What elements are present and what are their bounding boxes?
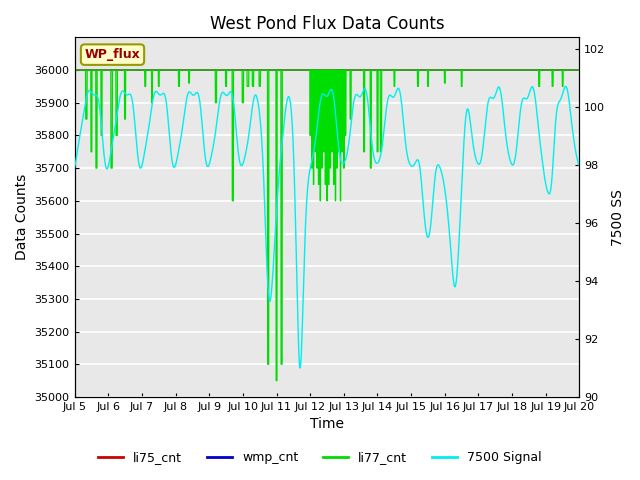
X-axis label: Time: Time	[310, 418, 344, 432]
Text: WP_flux: WP_flux	[84, 48, 140, 61]
Y-axis label: Data Counts: Data Counts	[15, 174, 29, 260]
Title: West Pond Flux Data Counts: West Pond Flux Data Counts	[210, 15, 444, 33]
Legend: li75_cnt, wmp_cnt, li77_cnt, 7500 Signal: li75_cnt, wmp_cnt, li77_cnt, 7500 Signal	[93, 446, 547, 469]
Y-axis label: 7500 SS: 7500 SS	[611, 189, 625, 246]
